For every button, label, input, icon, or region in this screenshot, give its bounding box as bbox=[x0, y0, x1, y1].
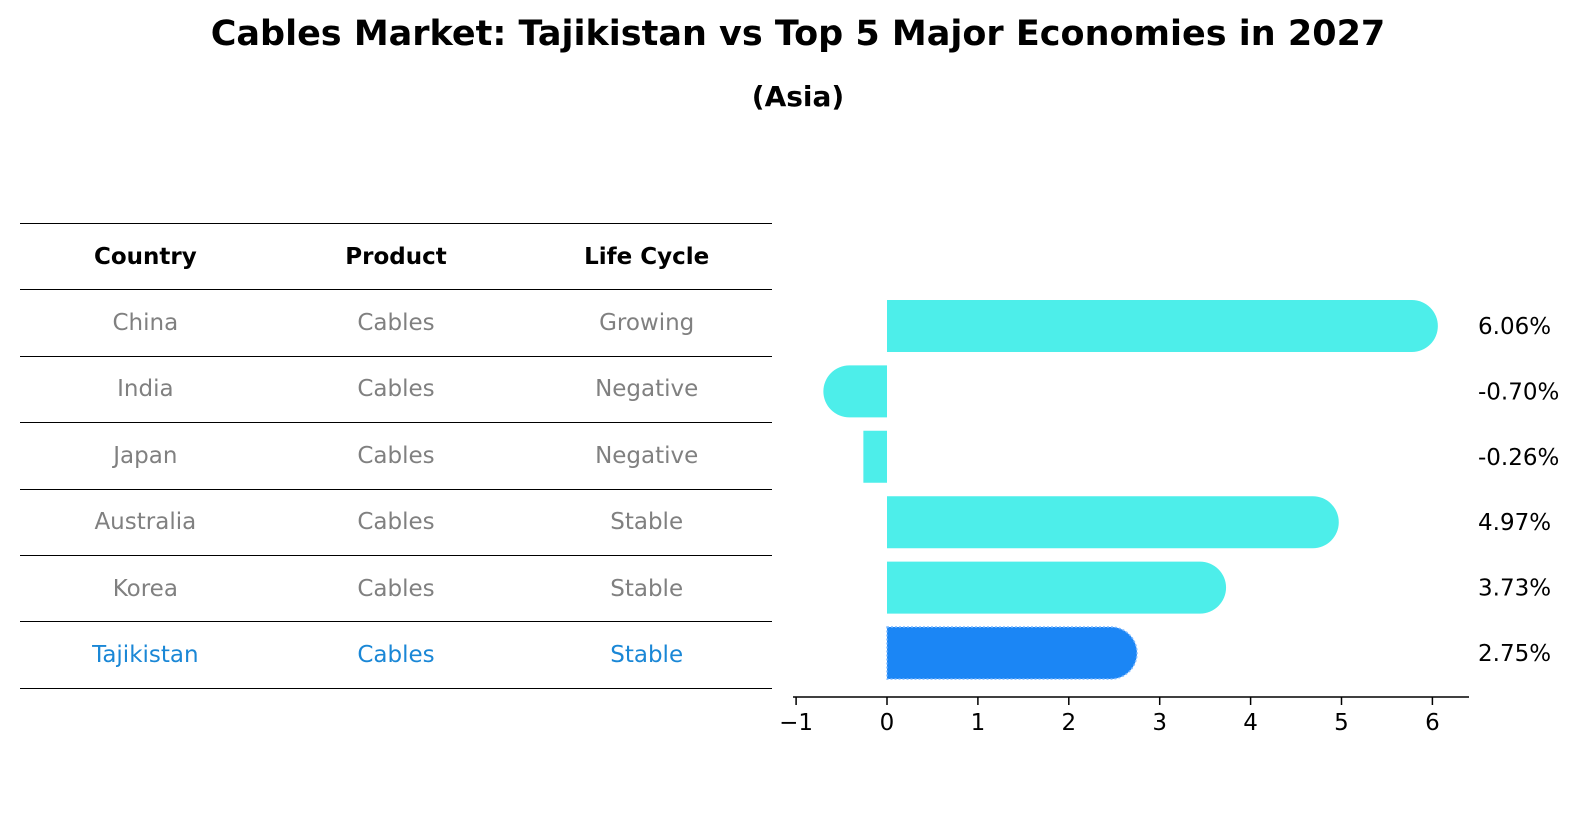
cell-country: Korea bbox=[112, 575, 178, 602]
table-header-row: Country Product Life Cycle bbox=[20, 224, 772, 289]
value-label-china: 6.06% bbox=[1478, 314, 1551, 340]
header-product: Product bbox=[345, 243, 447, 270]
bar-china bbox=[887, 300, 1438, 352]
cell-life-cycle: Negative bbox=[595, 442, 699, 469]
bar-japan bbox=[863, 430, 887, 483]
cell-country: China bbox=[112, 310, 179, 337]
cell-country: Australia bbox=[94, 509, 197, 536]
value-label-japan: -0.26% bbox=[1478, 445, 1559, 471]
x-tick-label: 4 bbox=[1243, 710, 1258, 736]
cell-life-cycle: Stable bbox=[610, 509, 684, 536]
x-tick-label: 6 bbox=[1425, 710, 1440, 736]
cell-country: Japan bbox=[113, 442, 178, 469]
table-rule bbox=[20, 488, 772, 490]
chart-title: Cables Market: Tajikistan vs Top 5 Major… bbox=[210, 14, 1386, 54]
chart-subtitle: (Asia) bbox=[751, 80, 845, 113]
x-tick-label: 1 bbox=[971, 710, 986, 736]
value-label-india: -0.70% bbox=[1478, 379, 1559, 405]
cell-country: Tajikistan bbox=[92, 642, 199, 669]
table-row: Australia Cables Stable bbox=[20, 490, 772, 555]
table-rule bbox=[20, 621, 772, 623]
cell-life-cycle: Negative bbox=[595, 376, 699, 403]
table-row: Korea Cables Stable bbox=[20, 556, 772, 621]
table-row-highlight: Tajikistan Cables Stable bbox=[20, 622, 772, 687]
value-label-australia: 4.97% bbox=[1478, 510, 1551, 536]
table-rule bbox=[20, 687, 772, 689]
cell-life-cycle: Stable bbox=[610, 642, 684, 669]
cell-product: Cables bbox=[357, 575, 435, 602]
table-rule bbox=[20, 422, 772, 424]
data-table: Country Product Life Cycle China Cables … bbox=[20, 223, 772, 689]
x-tick-label: 5 bbox=[1334, 710, 1349, 736]
header-life-cycle: Life Cycle bbox=[584, 243, 710, 270]
table-row: Japan Cables Negative bbox=[20, 423, 772, 488]
bar-australia bbox=[887, 496, 1339, 549]
value-label-korea: 3.73% bbox=[1478, 576, 1551, 602]
header-country: Country bbox=[93, 243, 197, 270]
cell-product: Cables bbox=[357, 442, 435, 469]
table-rule bbox=[20, 289, 772, 291]
table-row: India Cables Negative bbox=[20, 357, 772, 422]
cell-life-cycle: Growing bbox=[599, 310, 695, 337]
cell-product: Cables bbox=[357, 642, 435, 669]
table-rule bbox=[20, 223, 772, 224]
x-tick-label: 0 bbox=[880, 710, 895, 736]
cell-country: India bbox=[117, 376, 174, 403]
cell-product: Cables bbox=[357, 509, 435, 536]
x-tick-label: 3 bbox=[1152, 710, 1167, 736]
value-label-tajikistan: 2.75% bbox=[1478, 641, 1551, 667]
cell-life-cycle: Stable bbox=[610, 575, 684, 602]
table-row: China Cables Growing bbox=[20, 290, 772, 355]
cell-product: Cables bbox=[357, 376, 435, 403]
x-tick-label: 2 bbox=[1061, 710, 1076, 736]
cell-product: Cables bbox=[357, 310, 435, 337]
table-rule bbox=[20, 554, 772, 556]
bar-tajikistan bbox=[886, 626, 1138, 680]
bar-korea bbox=[887, 561, 1227, 614]
bar-india bbox=[823, 365, 887, 418]
table-rule bbox=[20, 355, 772, 357]
x-tick-label: −1 bbox=[779, 710, 813, 736]
